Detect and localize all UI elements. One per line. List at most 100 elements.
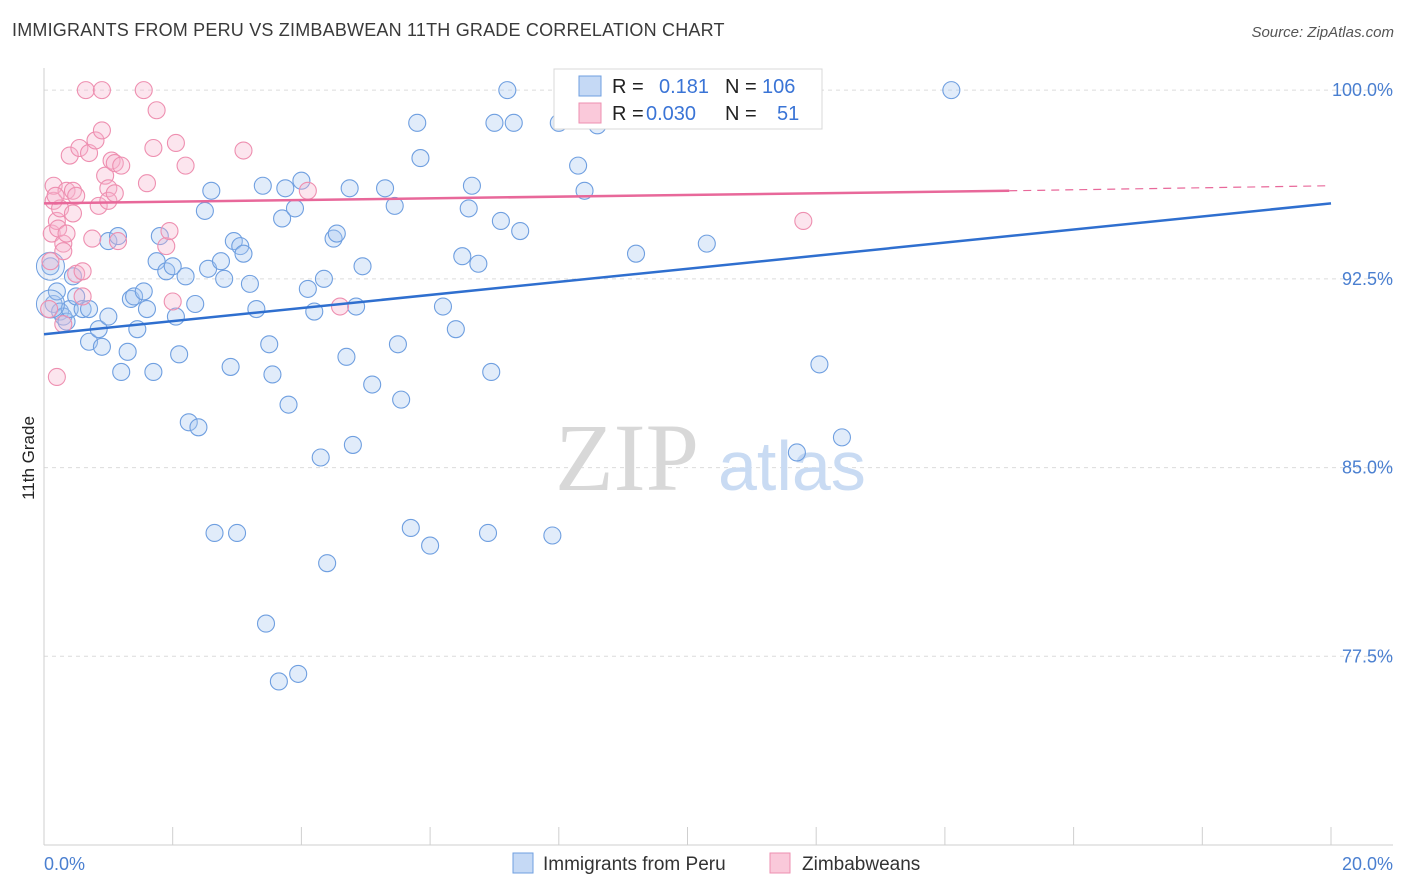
peru-point-89 xyxy=(491,211,510,231)
zimbabwean-point-14 xyxy=(63,204,83,223)
peru-point-72 xyxy=(376,179,395,198)
y-tick-label-2: 92.5% xyxy=(1342,269,1393,289)
peru-point-86 xyxy=(478,523,498,543)
peru-point-37 xyxy=(202,181,221,200)
peru-point-28 xyxy=(163,257,182,276)
peru-point-105 xyxy=(504,113,523,132)
peru-point-75 xyxy=(392,390,411,409)
peru-point-30 xyxy=(170,345,189,364)
series-immigrants-from-peru xyxy=(35,81,961,691)
zimbabwean-point-10 xyxy=(57,181,76,200)
zimbabwean-point-42 xyxy=(166,133,185,153)
trend-line-peru xyxy=(43,202,1332,336)
peru-point-55 xyxy=(279,395,298,414)
zimbabwean-point-15 xyxy=(67,186,86,205)
stats-pink-swatch xyxy=(578,102,602,124)
zimbabwean-point-39 xyxy=(157,237,176,256)
watermark-atlas: atlas xyxy=(718,427,866,505)
x-tick-labels: 0.0% 20.0% xyxy=(44,854,1393,874)
peru-point-71 xyxy=(363,375,382,394)
zimbabwean-point-29 xyxy=(99,191,118,210)
zimbabwean-point-33 xyxy=(108,232,128,251)
peru-point-35 xyxy=(195,201,214,220)
peru-point-80 xyxy=(433,297,453,316)
peru-point-51 xyxy=(263,365,282,384)
peru-point-25 xyxy=(147,252,166,271)
zimbabwean-point-18 xyxy=(73,262,92,281)
zimbabwean-point-40 xyxy=(160,221,179,241)
peru-point-16 xyxy=(108,227,128,246)
legend-label-zimbabweans: Zimbabweans xyxy=(802,854,920,875)
peru-point-101 xyxy=(810,355,829,374)
zimbabwean-point-37 xyxy=(144,138,163,158)
peru-point-50 xyxy=(260,335,279,354)
peru-point-90 xyxy=(498,81,517,100)
peru-point-57 xyxy=(289,664,308,683)
x-tick-label-end: 20.0% xyxy=(1342,854,1393,874)
zimbabwean-point-34 xyxy=(112,156,131,175)
peru-point-88 xyxy=(485,113,504,132)
peru-point-103 xyxy=(942,81,961,100)
peru-point-20 xyxy=(125,287,144,306)
peru-point-48 xyxy=(253,176,272,195)
legend: Immigrants from Peru Zimbabweans xyxy=(512,852,920,875)
zimbabwean-point-5 xyxy=(47,367,66,387)
zimbabwean-point-19 xyxy=(73,287,92,306)
zimbabwean-point-50 xyxy=(46,186,65,205)
peru-point-56 xyxy=(285,199,305,218)
peru-point-24 xyxy=(144,362,163,381)
peru-point-26 xyxy=(150,227,169,246)
zimbabwean-point-32 xyxy=(105,184,124,203)
peru-point-9 xyxy=(73,299,92,319)
peru-point-46 xyxy=(240,274,259,293)
peru-point-94 xyxy=(569,156,588,175)
zimbabwean-point-17 xyxy=(70,138,89,158)
peru-point-4 xyxy=(54,307,73,326)
peru-point-18 xyxy=(118,342,137,361)
stats-box: R = 0.181 N = 106 R = 0.030 N = 51 xyxy=(553,68,823,130)
peru-point-62 xyxy=(314,269,333,288)
peru-point-73 xyxy=(385,196,404,215)
peru-point-52 xyxy=(269,672,288,691)
peru-point-74 xyxy=(388,335,407,354)
zimbabwean-point-25 xyxy=(92,81,111,100)
watermark-zip: ZIP xyxy=(555,404,699,511)
peru-point-47 xyxy=(247,299,266,319)
zimbabwean-point-30 xyxy=(102,151,121,170)
peru-point-41 xyxy=(221,357,240,376)
legend-label-peru: Immigrants from Peru xyxy=(543,854,726,875)
zimbabwean-point-13 xyxy=(63,181,83,200)
zimbabwean-point-47 xyxy=(794,211,813,231)
grid-lines xyxy=(44,89,1393,657)
legend-swatch-zimbabweans xyxy=(769,852,791,874)
peru-point-33 xyxy=(186,294,205,314)
zimbabwean-point-43 xyxy=(176,156,195,175)
zimbabwean-point-46 xyxy=(330,297,350,316)
peru-point-97 xyxy=(626,244,646,263)
y-tick-label-0: 77.5% xyxy=(1342,646,1393,666)
peru-point-99 xyxy=(697,234,716,253)
peru-point-84 xyxy=(462,176,481,195)
peru-point-53 xyxy=(273,209,292,228)
stats-pink-n-value: 51 xyxy=(777,103,799,125)
stats-blue-n-label: N = xyxy=(725,76,757,98)
trend-line-zimbabweans xyxy=(43,189,1010,205)
zimbabwean-point-26 xyxy=(92,121,111,140)
stats-pink-r-label: R = xyxy=(612,103,644,125)
peru-point-23 xyxy=(137,299,157,319)
peru-point-66 xyxy=(337,347,356,366)
y-tick-labels: 77.5% 85.0% 92.5% 100.0% xyxy=(1332,80,1393,666)
peru-point-17 xyxy=(112,362,131,381)
axes xyxy=(43,68,1393,846)
zimbabwean-point-12 xyxy=(60,146,79,165)
zimbabwean-point-9 xyxy=(54,315,73,334)
peru-point-100 xyxy=(787,443,806,462)
peru-point-77 xyxy=(408,113,427,132)
peru-point-65 xyxy=(327,224,346,243)
zimbabwean-point-48 xyxy=(40,299,59,319)
peru-point-78 xyxy=(411,149,430,168)
trend-lines xyxy=(43,185,1332,336)
peru-point-69 xyxy=(347,297,366,316)
peru-point-58 xyxy=(292,171,311,190)
